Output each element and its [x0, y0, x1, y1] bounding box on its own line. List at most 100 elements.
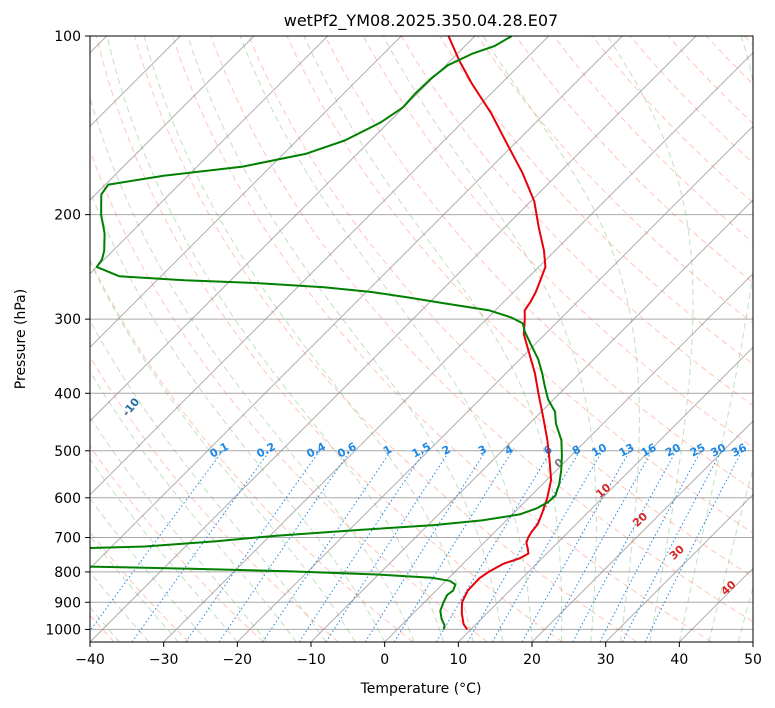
- mixing-ratio-line: [435, 450, 552, 642]
- dry-adiabat-line: [324, 36, 753, 491]
- profile-series: [90, 36, 563, 630]
- y-tick-label: 400: [54, 386, 81, 402]
- isotherms: [90, 36, 753, 642]
- mixing-ratio-label: 20: [663, 441, 683, 460]
- moist-adiabat-line: [90, 189, 386, 642]
- x-tick-label: −40: [75, 652, 105, 668]
- mixing-ratio-line: [185, 450, 321, 642]
- x-tick-label: 50: [744, 652, 762, 668]
- dry-adiabat-line: [210, 36, 753, 623]
- dry-adiabat-line: [553, 36, 753, 244]
- plot-frame: [89, 35, 754, 643]
- y-tick-label: 600: [54, 491, 81, 507]
- moist-adiabat-line: [239, 36, 533, 642]
- x-tick-label: −20: [223, 652, 253, 668]
- mixing-ratio-label: 30: [708, 441, 728, 460]
- moist-adiabat-line: [768, 36, 775, 642]
- x-tick-label: 40: [670, 652, 688, 668]
- mixing-ratio-label: 4: [503, 443, 516, 458]
- isotherm-line: [90, 36, 476, 422]
- y-axis: 100 200 300 400 500 600 700 800 900 1000: [45, 29, 90, 638]
- isotherm-line: [90, 36, 255, 201]
- dry-adiabat-line: [705, 36, 753, 85]
- temperature-line: [447, 36, 553, 630]
- moist-adiabat-line: [90, 95, 415, 642]
- moist-adiabat-line: [90, 497, 209, 642]
- y-tick-label: 700: [54, 531, 81, 547]
- dry-adiabats: [90, 36, 753, 642]
- mixing-ratio-line: [325, 450, 451, 642]
- mixing-ratio-line: [364, 450, 487, 642]
- mixing-ratio-line: [545, 450, 653, 642]
- dry-adiabat-line: [90, 149, 488, 642]
- isobars: [90, 36, 753, 630]
- isotherm-line: [90, 36, 623, 570]
- mixing-ratio-line: [599, 450, 702, 642]
- moist-adiabats: [90, 36, 775, 642]
- y-tick-label: 100: [54, 29, 81, 45]
- isotherm-line: [752, 641, 753, 642]
- y-tick-label: 800: [54, 565, 81, 581]
- isotherm-line: [236, 125, 753, 642]
- y-tick-label: 900: [54, 595, 81, 611]
- dry-adiabat-label: -20: [41, 359, 64, 383]
- moist-adiabat-line: [90, 535, 179, 642]
- y-tick-label: 1000: [45, 622, 81, 638]
- dry-adiabat-line: [248, 36, 753, 578]
- isotherm-line: [605, 493, 753, 642]
- x-tick-label: −10: [296, 652, 326, 668]
- mixing-ratio-label: 13: [617, 441, 637, 460]
- mixing-ratio-label: 0.6: [335, 440, 359, 461]
- moist-adiabat-line: [607, 36, 694, 642]
- isotherm-line: [678, 567, 753, 642]
- moist-adiabat-line: [303, 36, 563, 642]
- moist-adiabat-line: [90, 260, 356, 642]
- mixing-ratio-label: 3: [476, 443, 489, 458]
- mixing-ratio-line: [218, 450, 351, 642]
- x-tick-label: 10: [449, 652, 467, 668]
- isotherm-line: [531, 420, 753, 642]
- dry-adiabat-line: [515, 36, 753, 284]
- x-axis: −40 −30 −20 −10 0 10 20 30 40 50: [75, 642, 762, 668]
- background-line-labels: 0.10.20.40.611.52346810131620253036-100-…: [41, 359, 750, 598]
- moist-adiabat-line: [90, 416, 268, 642]
- moist-adiabat-line: [90, 370, 297, 642]
- mixing-ratio-line: [131, 450, 271, 642]
- moist-adiabat-line: [482, 36, 640, 642]
- x-tick-label: −30: [149, 652, 179, 668]
- mixing-ratio-line: [572, 450, 677, 642]
- isotherm-line: [90, 36, 329, 275]
- mixing-ratio-line: [521, 450, 631, 642]
- dry-adiabat-line: [172, 36, 712, 642]
- dry-adiabat-line: [90, 258, 414, 642]
- mixing-ratio-label: 25: [688, 441, 708, 460]
- dry-adiabat-label: -10: [120, 395, 143, 419]
- dry-adiabat-line: [286, 36, 753, 534]
- mixing-ratio-label: 10: [589, 441, 609, 460]
- chart-title: wetPf2_YM08.2025.350.04.28.E07: [284, 11, 558, 31]
- isotherm-line: [90, 36, 402, 349]
- plot-area: 0.10.20.40.611.52346810131620253036-100-…: [41, 36, 775, 642]
- isotherm-line: [310, 199, 753, 642]
- isotherm-line: [163, 51, 753, 642]
- y-tick-label: 200: [54, 208, 81, 224]
- mixing-ratio-label: 0.1: [208, 440, 231, 461]
- mixing-ratio-label: 16: [639, 441, 659, 460]
- dry-adiabat-line: [90, 445, 264, 642]
- moist-adiabat-label: 40: [718, 578, 738, 598]
- isotherm-line: [384, 272, 753, 642]
- moist-adiabat-line: [187, 36, 503, 642]
- x-tick-label: 30: [597, 652, 615, 668]
- isotherm-line: [90, 36, 550, 496]
- mixing-ratio-line: [298, 450, 426, 642]
- mixing-ratio-label: 2: [440, 443, 453, 458]
- isotherm-line: [457, 346, 753, 642]
- y-axis-label: Pressure (hPa): [13, 289, 29, 389]
- moist-adiabat-line: [708, 466, 753, 642]
- x-tick-label: 20: [523, 652, 541, 668]
- moist-adiabat-label: 30: [667, 542, 687, 562]
- x-tick-label: 0: [380, 652, 389, 668]
- dewpoint-line: [90, 36, 563, 630]
- dry-adiabat-line: [90, 355, 339, 642]
